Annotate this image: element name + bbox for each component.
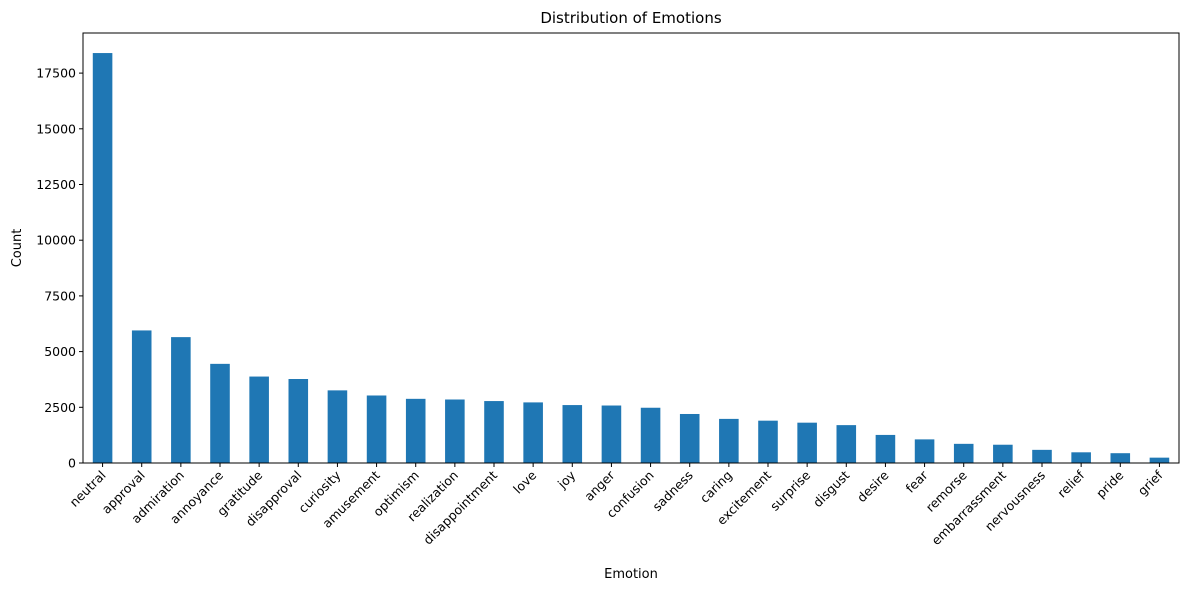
x-tick-label: caring [697, 468, 735, 506]
bar-pride [1110, 453, 1131, 463]
bar-nervousness [1032, 449, 1052, 463]
bars-group [92, 53, 1170, 463]
bar-confusion [640, 407, 661, 463]
x-tick-label: love [510, 467, 539, 496]
bar-realization [445, 399, 465, 463]
y-tick-label: 0 [68, 456, 76, 471]
bar-sadness [679, 413, 700, 463]
bar-gratitude [249, 376, 269, 463]
y-tick-label: 2500 [44, 400, 76, 415]
y-tick-label: 12500 [36, 177, 76, 192]
bar-relief [1071, 452, 1091, 463]
bar-surprise [797, 422, 817, 463]
bar-disapproval [288, 379, 309, 463]
x-tick-label: joy [554, 467, 579, 492]
bar-admiration [171, 337, 191, 463]
bar-fear [914, 439, 935, 463]
chart-title: Distribution of Emotions [540, 9, 722, 27]
x-tick-label: disappointment [420, 467, 500, 547]
bar-optimism [405, 398, 426, 463]
x-tick-label: fear [902, 467, 931, 496]
bar-annoyance [210, 363, 230, 463]
y-tick-label: 7500 [44, 288, 76, 303]
bar-embarrassment [993, 444, 1013, 463]
x-axis-ticks: neutralapprovaladmirationannoyancegratit… [66, 463, 1166, 548]
bar-joy [562, 405, 583, 463]
bar-remorse [953, 443, 974, 463]
bar-anger [601, 405, 622, 463]
x-tick-label: grief [1135, 467, 1166, 498]
bar-approval [131, 330, 152, 463]
bar-disgust [836, 425, 857, 463]
bar-caring [719, 418, 739, 463]
bar-amusement [366, 395, 387, 463]
x-tick-label: sadness [649, 468, 695, 514]
y-tick-label: 15000 [36, 121, 76, 136]
bar-neutral [92, 53, 113, 463]
bar-excitement [758, 420, 778, 463]
x-tick-label: desire [854, 467, 892, 505]
x-axis-label: Emotion [604, 567, 658, 582]
bar-grief [1149, 457, 1170, 463]
bar-curiosity [327, 390, 348, 463]
x-tick-label: relief [1054, 467, 1087, 500]
bar-love [523, 402, 543, 463]
bar-desire [875, 434, 896, 463]
y-tick-label: 17500 [36, 66, 76, 81]
x-tick-label: anger [581, 467, 618, 504]
y-axis-label: Count [10, 229, 25, 268]
x-tick-label: pride [1093, 467, 1127, 501]
bar-disappointment [484, 401, 504, 463]
y-tick-label: 5000 [44, 344, 76, 359]
plot-frame [82, 32, 1180, 464]
x-tick-label: disgust [810, 467, 853, 510]
x-tick-label: surprise [767, 467, 813, 513]
y-axis-ticks: 0 2500 5000 7500 10000 12500 15000 17500 [36, 66, 83, 471]
y-tick-label: 10000 [36, 233, 76, 248]
